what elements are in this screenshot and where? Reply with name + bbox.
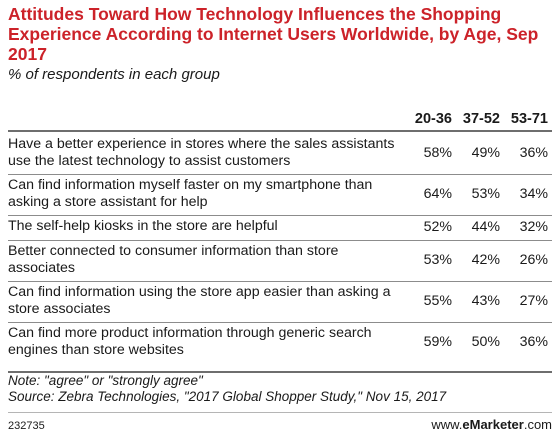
row-value: 52% [423, 219, 452, 235]
row-label: Can find more product information throug… [8, 325, 372, 358]
bottom-rule [8, 412, 552, 413]
row-value: 36% [519, 145, 548, 161]
row-label: Better connected to consumer information… [8, 243, 339, 276]
chart-title: Attitudes Toward How Technology Influenc… [8, 4, 539, 64]
note-text: Note: "agree" or "strongly agree" [8, 373, 203, 388]
brand-prefix: www. [431, 417, 463, 432]
row-value: 49% [471, 145, 500, 161]
row-value: 43% [471, 293, 500, 309]
row-divider [8, 174, 552, 175]
brand-suffix: .com [523, 417, 552, 432]
row-value: 42% [471, 252, 500, 268]
brand-logo: www.eMarketer.com [431, 417, 552, 432]
row-value: 26% [519, 252, 548, 268]
row-divider [8, 322, 552, 323]
row-divider [8, 215, 552, 216]
row-label: Can find information using the store app… [8, 284, 391, 317]
row-value: 50% [471, 334, 500, 350]
chart-subtitle: % of respondents in each group [8, 66, 220, 83]
row-label: The self-help kiosks in the store are he… [8, 218, 278, 234]
row-value: 32% [519, 219, 548, 235]
row-value: 53% [423, 252, 452, 268]
row-value: 59% [423, 334, 452, 350]
column-header-2: 37-52 [462, 111, 500, 127]
source-text: Source: Zebra Technologies, "2017 Global… [8, 389, 447, 404]
row-label: Can find information myself faster on my… [8, 177, 373, 210]
row-divider [8, 240, 552, 241]
column-header-1: 20-36 [414, 111, 452, 127]
footer-rule [8, 371, 552, 373]
column-header-3: 53-71 [510, 111, 548, 127]
brand-name: eMarketer [462, 417, 524, 432]
row-value: 64% [423, 186, 452, 202]
row-value: 55% [423, 293, 452, 309]
chart-id: 232735 [8, 420, 45, 432]
header-rule [8, 130, 552, 132]
row-value: 36% [519, 334, 548, 350]
row-value: 58% [423, 145, 452, 161]
row-value: 34% [519, 186, 548, 202]
row-value: 53% [471, 186, 500, 202]
row-value: 27% [519, 293, 548, 309]
row-value: 44% [471, 219, 500, 235]
row-divider [8, 281, 552, 282]
row-label: Have a better experience in stores where… [8, 136, 395, 169]
